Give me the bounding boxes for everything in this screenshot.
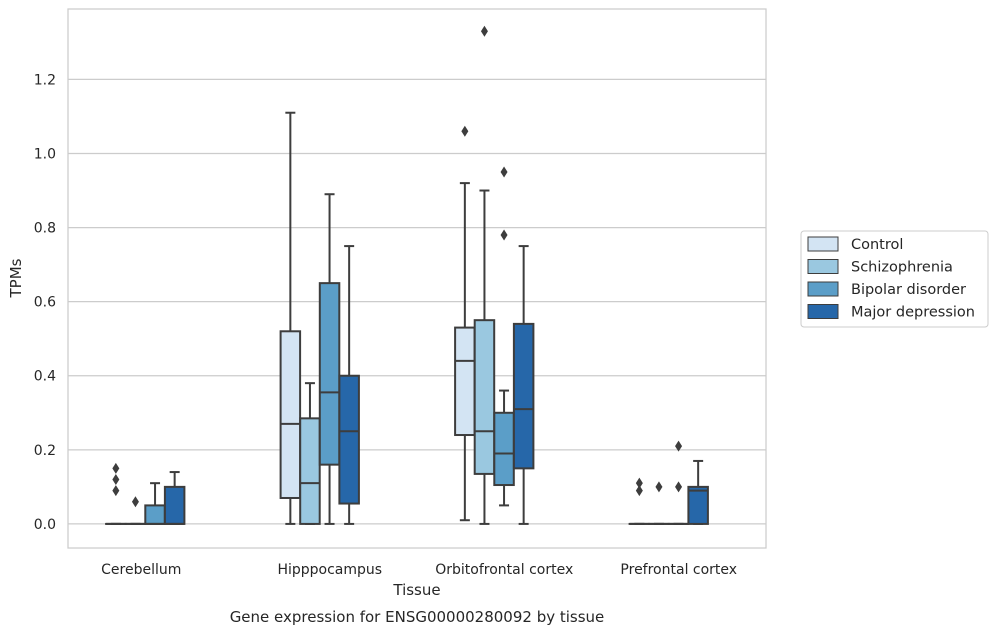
grid-lines xyxy=(68,78,766,525)
box-bipolar-disorder xyxy=(667,440,690,525)
legend-label: Control xyxy=(851,237,903,253)
outlier-point xyxy=(635,485,643,497)
box-body xyxy=(299,417,321,525)
outlier-point xyxy=(655,481,663,493)
box-major-depression xyxy=(512,245,535,525)
legend-label: Schizophrenia xyxy=(851,260,953,276)
y-tick-label: 0.0 xyxy=(34,517,56,533)
x-tick-label: Hipppocampus xyxy=(277,562,382,578)
x-tick-label: Orbitofrontal cortex xyxy=(435,562,573,578)
box-body xyxy=(493,411,515,487)
box-body xyxy=(473,319,496,475)
legend-label: Bipolar disorder xyxy=(851,282,966,298)
box-control xyxy=(628,477,651,525)
plot-frame xyxy=(67,8,767,549)
y-tick-label: 0.4 xyxy=(34,369,56,385)
box-major-depression xyxy=(687,459,709,525)
box-major-depression xyxy=(163,471,186,525)
box-body xyxy=(338,374,360,505)
x-tick-label: Cerebellum xyxy=(101,562,181,578)
y-tick-label: 0.2 xyxy=(34,443,56,459)
legend-swatch xyxy=(807,281,839,297)
x-tick-label: Prefrontal cortex xyxy=(620,562,737,578)
box-body xyxy=(279,330,302,499)
box-body xyxy=(318,282,341,466)
outlier-point xyxy=(675,440,683,452)
x-axis-label: Tissue xyxy=(392,581,440,599)
legend-frame xyxy=(800,230,989,328)
chart-caption: Gene expression for ENSG00000280092 by t… xyxy=(230,608,605,626)
box-series xyxy=(105,25,709,525)
outlier-point xyxy=(480,25,488,37)
legend-label: Major depression xyxy=(851,305,975,321)
box-body xyxy=(687,485,709,525)
outlier-point xyxy=(461,125,469,137)
outlier-point xyxy=(500,229,508,241)
y-tick-label: 1.0 xyxy=(34,146,56,162)
legend-swatch xyxy=(807,236,839,252)
box-body xyxy=(512,322,535,470)
y-tick-label: 1.2 xyxy=(34,72,56,88)
box-body xyxy=(163,485,186,525)
legend-swatch xyxy=(807,259,839,274)
box-bipolar-disorder xyxy=(318,193,341,525)
outlier-point xyxy=(635,477,643,489)
box-schizophrenia xyxy=(124,496,147,525)
x-axis-ticks: Cerebellum Hipppocampus Orbitofrontal cort… xyxy=(101,562,737,578)
y-axis-ticks: 0.0 0.2 0.4 0.6 0.8 1.0 1.2 xyxy=(34,72,56,533)
box-schizophrenia xyxy=(299,382,321,525)
outlier-point xyxy=(112,462,120,474)
box-body xyxy=(144,504,166,525)
box-body xyxy=(454,326,476,437)
outlier-point xyxy=(112,473,120,485)
box-schizophrenia xyxy=(648,481,670,525)
box-control xyxy=(105,462,127,525)
y-tick-label: 0.6 xyxy=(34,295,56,311)
outlier-point xyxy=(500,166,508,178)
box-bipolar-disorder xyxy=(144,482,166,525)
outlier-point xyxy=(112,485,120,497)
outlier-point xyxy=(675,481,683,493)
legend: Control Schizophrenia Bipolar disorder Majo… xyxy=(800,230,989,328)
box-schizophrenia xyxy=(473,25,496,525)
outlier-point xyxy=(131,496,139,508)
box-bipolar-disorder xyxy=(493,166,515,507)
y-tick-label: 0.8 xyxy=(34,221,56,237)
legend-swatch xyxy=(807,304,839,319)
box-control xyxy=(279,111,302,525)
box-major-depression xyxy=(338,245,360,525)
y-axis-label: TPMs xyxy=(7,258,25,298)
box-control xyxy=(454,125,476,522)
